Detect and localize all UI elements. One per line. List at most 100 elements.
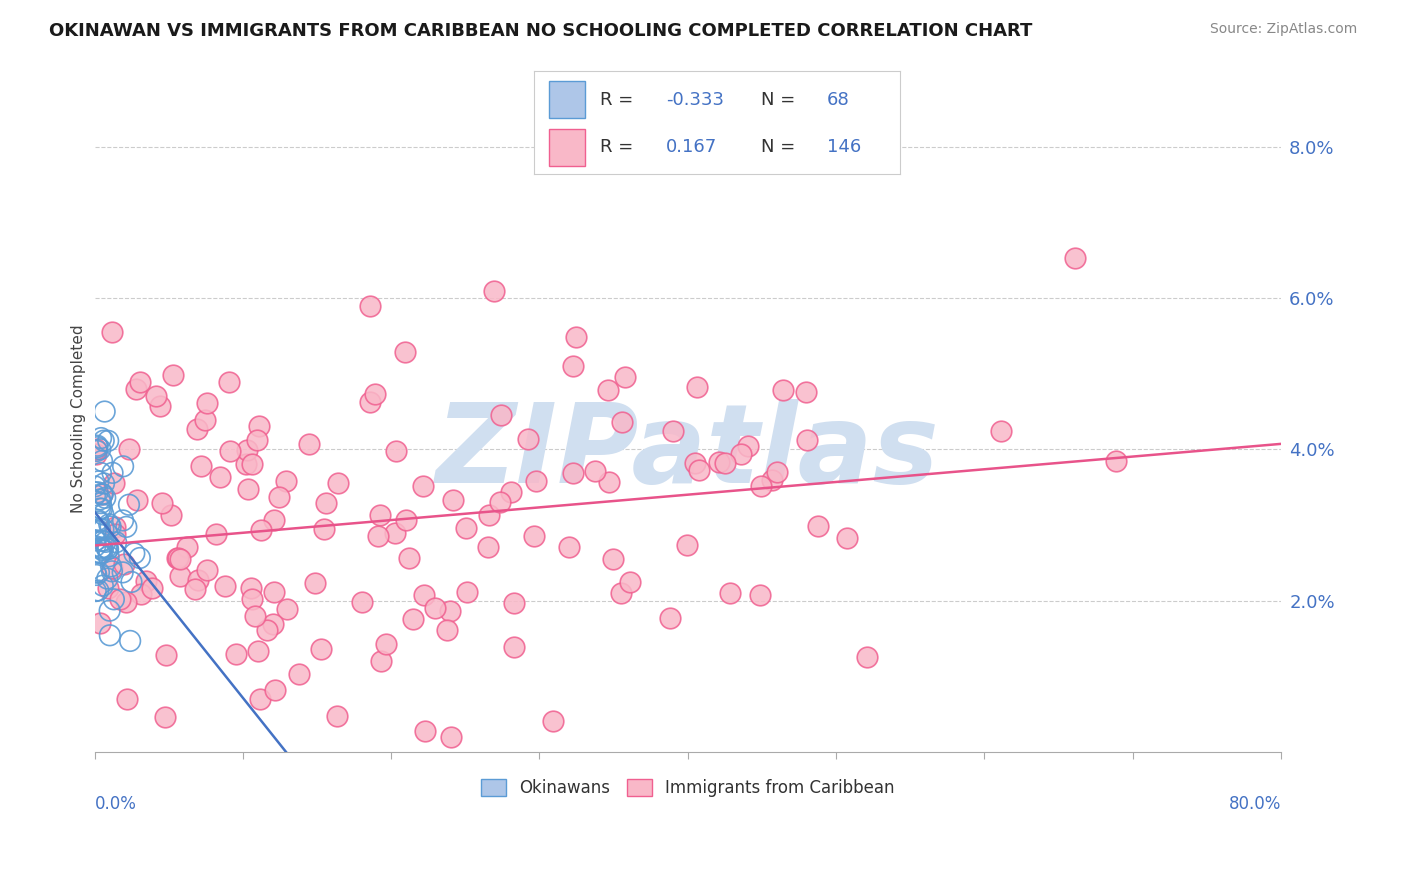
Point [84, 539, 107, 553]
Point [564, 330, 586, 344]
Point [84, 533, 107, 548]
Point [98, 628, 121, 642]
Point [108, 591, 131, 606]
Point [385, 443, 408, 458]
Point [246, 433, 269, 447]
Point [90, 501, 112, 516]
Point [558, 540, 581, 554]
Point [91, 487, 114, 501]
Point [87, 566, 110, 580]
Point [145, 389, 167, 403]
Point [478, 508, 501, 522]
Point [128, 551, 150, 566]
Point [352, 595, 374, 609]
Point [190, 458, 212, 473]
Point [89, 492, 111, 507]
Point [236, 482, 259, 496]
Text: R =: R = [600, 138, 640, 156]
Point [807, 518, 830, 533]
Point [370, 653, 392, 667]
Point [120, 634, 142, 648]
Point [90, 496, 112, 510]
Point [856, 650, 879, 665]
Point [245, 608, 267, 623]
Point [488, 495, 510, 509]
Point [87, 583, 110, 598]
Point [359, 299, 381, 313]
Point [675, 538, 697, 552]
Point [772, 383, 794, 397]
Point [364, 387, 387, 401]
Point [610, 585, 633, 599]
Point [256, 623, 278, 637]
Text: 0.0%: 0.0% [94, 795, 136, 814]
Point [309, 641, 332, 656]
Point [90, 541, 112, 555]
Point [118, 498, 141, 512]
Point [236, 443, 259, 458]
Point [176, 540, 198, 554]
Text: 80.0%: 80.0% [1229, 795, 1281, 814]
Point [100, 560, 122, 574]
Point [686, 380, 709, 394]
Point [89, 501, 111, 516]
Point [111, 513, 134, 527]
Point [765, 465, 787, 479]
Point [264, 683, 287, 698]
Point [149, 399, 172, 413]
Text: -0.333: -0.333 [666, 91, 724, 109]
Point [990, 424, 1012, 438]
Point [117, 692, 139, 706]
Point [274, 474, 297, 488]
Point [562, 466, 585, 480]
Point [374, 637, 396, 651]
Point [84, 566, 107, 580]
Point [91, 543, 114, 558]
Point [235, 457, 257, 471]
Point [523, 529, 546, 543]
Point [195, 395, 218, 409]
Point [298, 437, 321, 451]
Point [502, 596, 524, 610]
Text: OKINAWAN VS IMMIGRANTS FROM CARIBBEAN NO SCHOOLING COMPLETED CORRELATION CHART: OKINAWAN VS IMMIGRANTS FROM CARIBBEAN NO… [49, 22, 1032, 40]
Point [413, 723, 436, 738]
Point [263, 512, 285, 526]
Point [613, 369, 636, 384]
Point [683, 456, 706, 470]
Point [101, 326, 124, 340]
Point [596, 383, 619, 397]
Point [127, 493, 149, 508]
Point [125, 382, 148, 396]
Point [90, 533, 112, 548]
Point [150, 496, 173, 510]
Point [707, 455, 730, 469]
Point [96, 541, 118, 555]
Point [246, 644, 269, 658]
Point [97, 542, 120, 557]
Point [129, 375, 152, 389]
Point [489, 408, 512, 422]
Point [184, 582, 207, 596]
Text: ZIPatlas: ZIPatlas [436, 399, 939, 506]
Point [398, 550, 420, 565]
Point [837, 531, 859, 545]
Point [187, 573, 209, 587]
Point [239, 582, 262, 596]
Point [90, 431, 112, 445]
Point [169, 569, 191, 583]
Point [384, 526, 406, 541]
Point [97, 434, 120, 448]
Point [103, 476, 125, 491]
Point [312, 522, 335, 536]
Point [194, 413, 217, 427]
Point [749, 588, 772, 602]
Point [395, 513, 418, 527]
Point [86, 444, 108, 458]
Point [688, 463, 710, 477]
Point [288, 667, 311, 681]
Point [477, 540, 499, 554]
Point [402, 612, 425, 626]
Point [155, 709, 177, 723]
Text: N =: N = [761, 91, 801, 109]
Point [86, 485, 108, 500]
